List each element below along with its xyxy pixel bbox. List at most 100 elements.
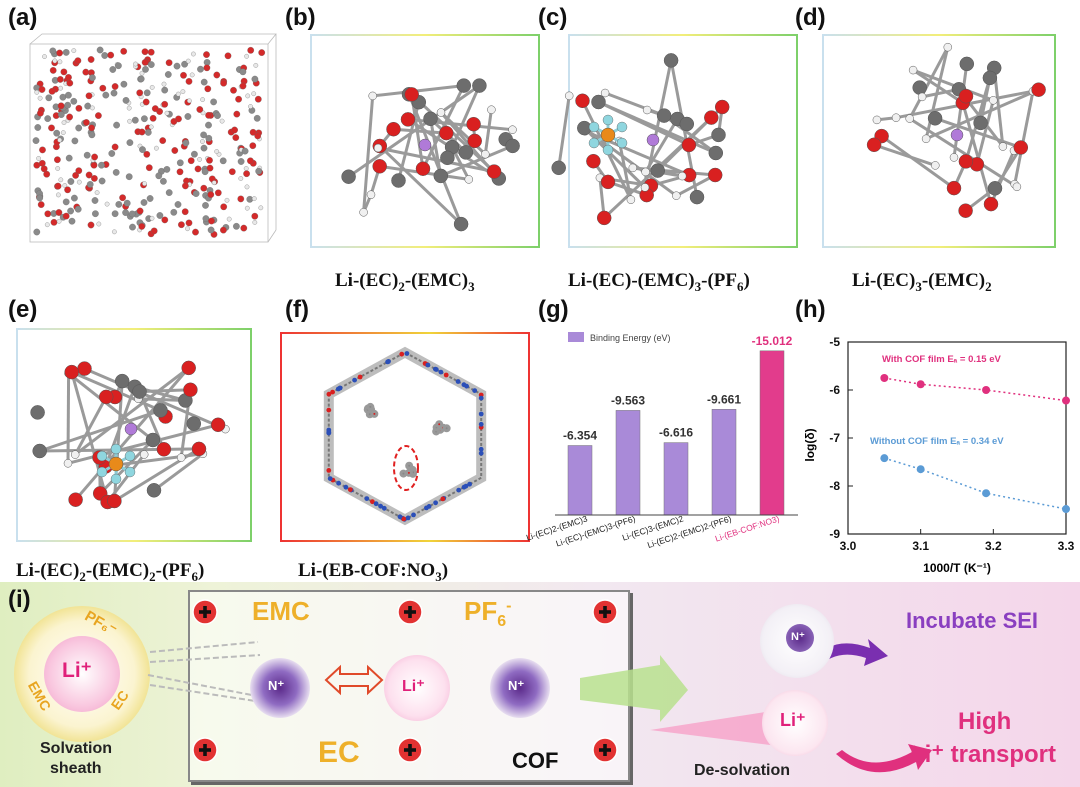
- md-atom: [202, 202, 209, 209]
- atom: [640, 183, 650, 192]
- md-atom: [243, 166, 249, 171]
- md-atom: [102, 91, 110, 99]
- md-atom: [60, 130, 66, 135]
- cof-atom: [424, 505, 429, 511]
- md-atom: [219, 118, 225, 124]
- md-atom: [54, 156, 61, 164]
- li-atom: [418, 138, 432, 152]
- desolvated-li: [762, 690, 828, 756]
- md-atom: [180, 71, 187, 79]
- md-atom: [203, 51, 210, 58]
- cof-atom: [357, 374, 363, 380]
- md-atom: [205, 121, 212, 129]
- atom: [70, 450, 80, 459]
- atom: [943, 42, 953, 52]
- atom: [917, 92, 927, 102]
- md-atom: [187, 157, 195, 165]
- md-atom: [220, 79, 227, 87]
- bar-4: [759, 350, 785, 516]
- md-atom: [87, 221, 95, 229]
- md-atom: [208, 217, 215, 225]
- md-atom: [82, 68, 90, 76]
- data-point: [1062, 505, 1070, 514]
- md-atom: [231, 126, 238, 134]
- md-atom: [138, 128, 146, 136]
- md-atom: [244, 184, 250, 190]
- md-atom: [224, 52, 232, 60]
- panel-label-e: (e): [8, 296, 38, 323]
- md-atom: [180, 89, 186, 94]
- md-atom: [146, 195, 154, 202]
- atom: [433, 168, 449, 184]
- cof-atom: [404, 351, 410, 356]
- md-atom: [44, 210, 52, 218]
- md-atom: [76, 179, 82, 185]
- md-atom: [161, 81, 167, 87]
- md-atom: [37, 109, 44, 117]
- md-atom: [207, 226, 215, 234]
- md-atom: [48, 87, 56, 95]
- cof-atom: [337, 385, 343, 391]
- panel-label-i: (i): [8, 586, 31, 613]
- md-atom: [159, 137, 167, 144]
- md-atom: [144, 129, 152, 136]
- sei-n-label: N⁺: [791, 631, 805, 643]
- md-atom: [60, 68, 68, 76]
- incubate-sei-text: Incubate SEI: [906, 608, 1039, 633]
- md-atom: [164, 71, 172, 78]
- md-atom: [72, 172, 79, 179]
- md-atom: [161, 86, 169, 94]
- md-atom: [258, 49, 266, 56]
- f-atom: [616, 121, 628, 133]
- cof-atom: [433, 500, 438, 506]
- md-atom: [156, 212, 164, 219]
- md-atom: [108, 150, 116, 157]
- legend-swatch: [568, 332, 584, 342]
- md-atom: [247, 157, 254, 165]
- md-atom: [120, 47, 128, 55]
- md-atom: [141, 115, 148, 123]
- md-atom: [104, 201, 110, 207]
- md-atom: [62, 183, 68, 188]
- md-atom: [185, 78, 193, 85]
- atom: [989, 96, 998, 105]
- atom: [77, 361, 92, 376]
- no3-group-2: [490, 658, 550, 718]
- md-atom: [243, 170, 250, 178]
- double-arrow: [324, 664, 384, 696]
- cof-atom: [478, 421, 484, 427]
- atom: [481, 149, 490, 159]
- md-atom: [251, 91, 257, 97]
- md-atom: [74, 205, 82, 213]
- atom: [677, 171, 687, 181]
- md-atom: [241, 147, 249, 155]
- md-atom: [56, 218, 62, 224]
- atom: [927, 111, 943, 126]
- md-atom: [95, 112, 102, 119]
- md-atom: [205, 134, 213, 142]
- atom: [704, 110, 719, 125]
- md-atom: [122, 97, 130, 104]
- md-atom: [55, 166, 61, 171]
- cof-atom: [397, 514, 403, 520]
- atom: [642, 105, 652, 115]
- atom: [872, 115, 882, 125]
- md-atom: [253, 114, 261, 122]
- md-atom: [191, 150, 198, 158]
- md-atom: [154, 145, 159, 151]
- atom: [946, 180, 962, 196]
- md-atom: [62, 49, 70, 56]
- md-atom: [91, 175, 98, 182]
- md-atom: [171, 147, 179, 154]
- guest-atom: [405, 461, 414, 470]
- cof-atom: [399, 351, 405, 357]
- cof-atom: [438, 369, 444, 375]
- molecule-d: [866, 42, 1046, 218]
- md-atom: [71, 137, 79, 145]
- md-atom: [96, 46, 104, 54]
- bar-value-label: -9.661: [707, 392, 741, 406]
- md-atom: [254, 95, 262, 103]
- md-atom: [45, 94, 53, 102]
- md-atom: [111, 210, 119, 218]
- data-point: [982, 386, 991, 394]
